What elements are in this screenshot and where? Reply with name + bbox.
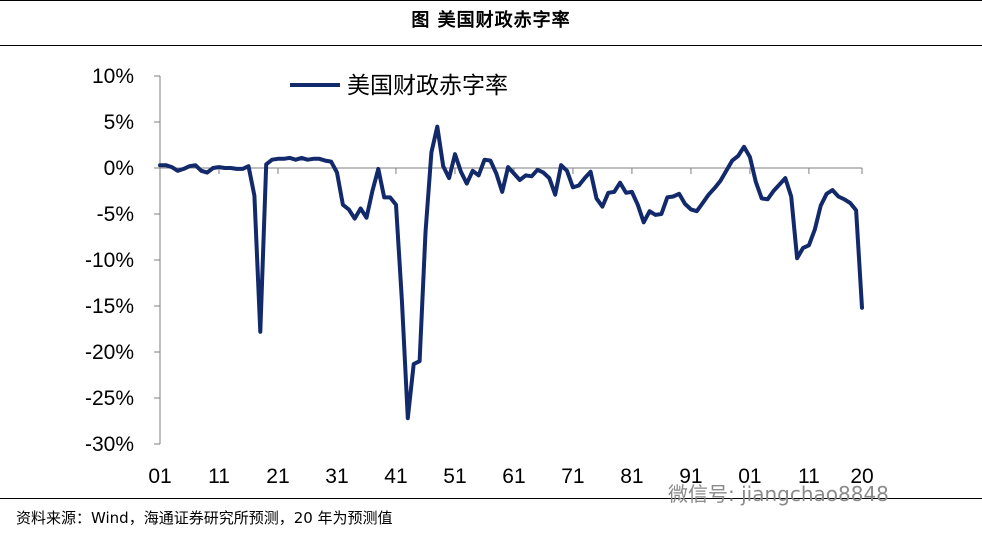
- x-tick-label: 20: [850, 465, 873, 488]
- legend-label: 美国财政赤字率: [347, 73, 508, 99]
- x-tick-label: 61: [502, 465, 525, 488]
- x-tick-label: 91: [679, 465, 702, 488]
- x-tick-label: 51: [443, 465, 466, 488]
- x-tick-label: 11: [208, 465, 230, 488]
- top-rule: [0, 0, 982, 1]
- deficit-chart: 10% 5% 0% -5% -10% -15% -20% -25% -30% 01 11 21 31 4…: [85, 65, 874, 488]
- x-tick-label: 71: [561, 465, 584, 488]
- source-note: 资料来源：Wind，海通证券研究所预测，20 年为预测值: [16, 509, 393, 527]
- y-tick-label: -5%: [97, 203, 134, 226]
- x-tick-label: 21: [266, 465, 289, 488]
- x-tick-label: 41: [384, 465, 407, 488]
- x-tick-label: 01: [148, 465, 171, 488]
- series-line-deficit-ratio: [158, 124, 864, 421]
- x-tick-label: 11: [798, 465, 820, 488]
- chart-axes: [154, 75, 863, 445]
- figure-title: 图 美国财政赤字率: [411, 10, 571, 31]
- title-rule: [0, 45, 982, 46]
- x-tick-label: 31: [325, 465, 348, 488]
- y-tick-label: -10%: [85, 249, 134, 272]
- y-tick-labels: 10% 5% 0% -5% -10% -15% -20% -25% -30%: [85, 65, 134, 456]
- watermark-text: 微信号: jiangchao8848: [668, 482, 889, 506]
- y-tick-label: -15%: [85, 295, 134, 318]
- y-tick-label: -25%: [85, 387, 134, 410]
- source-rule: [0, 498, 982, 499]
- x-tick-labels: 01 11 21 31 41 51 61 71 81 91 01 11 20: [148, 465, 873, 488]
- chart-series: [158, 124, 864, 421]
- figure-title-bar: 图 美国财政赤字率: [0, 0, 982, 46]
- x-tick-label: 81: [620, 465, 643, 488]
- x-tick-label: 01: [738, 465, 761, 488]
- y-tick-label: 10%: [92, 65, 134, 88]
- y-tick-label: -20%: [85, 341, 134, 364]
- y-tick-label: -30%: [85, 433, 134, 456]
- chart-legend: 美国财政赤字率: [290, 73, 508, 99]
- y-tick-label: 0%: [104, 157, 134, 180]
- y-tick-label: 5%: [104, 111, 134, 134]
